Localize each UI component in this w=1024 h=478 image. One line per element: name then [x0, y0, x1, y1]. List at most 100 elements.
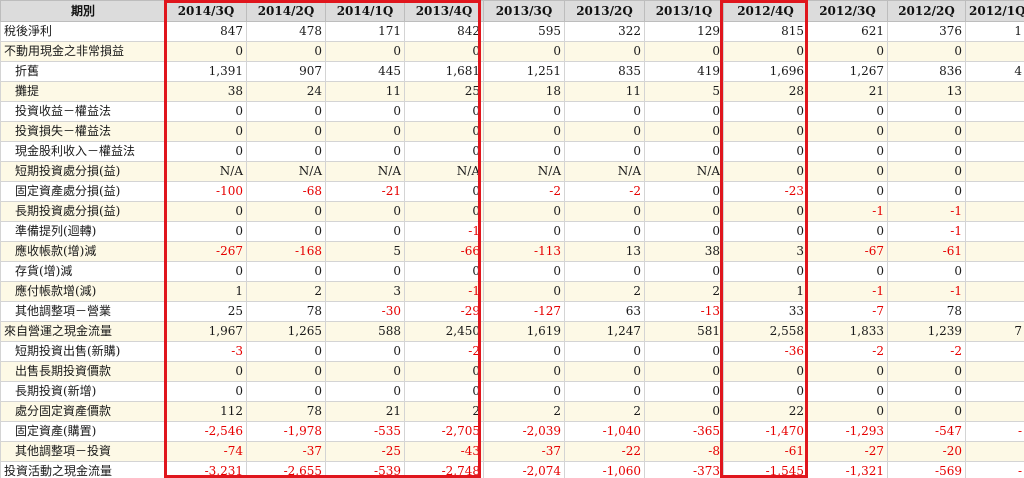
table-cell: -29: [404, 301, 484, 322]
table-row: 現金股利收入－權益法 0 0 0 0 0 0 0 0 0 0: [0, 141, 1024, 162]
table-cell: 13: [887, 81, 966, 102]
table-cell: -2: [887, 341, 966, 362]
table-cell: 0: [887, 141, 966, 162]
table-cell: 2,558: [723, 321, 808, 342]
table-cell: 2: [404, 401, 484, 422]
table-cell: -20: [887, 441, 966, 462]
table-cell: 0: [644, 181, 724, 202]
table-cell: 0: [165, 141, 247, 162]
table-cell: -1: [807, 201, 888, 222]
table-row: 稅後淨利 847 478 171 842 595 322 129 815 621 376 1: [0, 21, 1024, 42]
period-header: 2014/2Q: [246, 0, 326, 22]
table-cell: [965, 441, 1024, 462]
table-cell: -23: [723, 181, 808, 202]
table-cell: 1,696: [723, 61, 808, 82]
table-cell: 0: [807, 401, 888, 422]
table-cell: [965, 201, 1024, 222]
row-label: 稅後淨利: [0, 21, 166, 42]
table-row: 折舊 1,391 907 445 1,681 1,251 835 419 1,696 1,267 8…: [0, 61, 1024, 82]
table-cell: 129: [644, 21, 724, 42]
period-header: 2012/1Q: [965, 0, 1024, 22]
table-cell: -3: [165, 341, 247, 362]
table-cell: 847: [165, 21, 247, 42]
table-cell: -61: [887, 241, 966, 262]
table-cell: -2,546: [165, 421, 247, 442]
table-cell: 112: [165, 401, 247, 422]
table-cell: -74: [165, 441, 247, 462]
table-cell: 0: [723, 261, 808, 282]
table-cell: 1,967: [165, 321, 247, 342]
table-cell: 1: [723, 281, 808, 302]
table-cell: -547: [887, 421, 966, 442]
table-cell: 0: [483, 341, 565, 362]
table-cell: 0: [723, 221, 808, 242]
table-cell: 1,239: [887, 321, 966, 342]
table-cell: -2: [404, 341, 484, 362]
table-cell: 63: [564, 301, 645, 322]
table-cell: -127: [483, 301, 565, 322]
table-cell: 0: [246, 101, 326, 122]
table-cell: 0: [807, 381, 888, 402]
period-header: 2013/4Q: [404, 0, 484, 22]
table-cell: 0: [644, 261, 724, 282]
table-cell: 1,265: [246, 321, 326, 342]
table-cell: -: [965, 421, 1024, 442]
table-cell: 2: [564, 401, 645, 422]
table-cell: -22: [564, 441, 645, 462]
table-cell: 2: [564, 281, 645, 302]
table-cell: 0: [807, 361, 888, 382]
table-cell: -: [965, 461, 1024, 478]
table-cell: [965, 141, 1024, 162]
table-cell: -1,321: [807, 461, 888, 478]
table-cell: 0: [325, 361, 405, 382]
row-label: 固定資產處分損(益): [0, 181, 166, 202]
table-cell: 5: [644, 81, 724, 102]
table-cell: 0: [644, 221, 724, 242]
row-label: 投資收益－權益法: [0, 101, 166, 122]
period-header: 2012/4Q: [723, 0, 808, 22]
row-label: 不動用現金之非常損益: [0, 41, 166, 62]
table-cell: 419: [644, 61, 724, 82]
table-cell: 171: [325, 21, 405, 42]
table-row: 投資收益－權益法 0 0 0 0 0 0 0 0 0 0: [0, 101, 1024, 122]
table-cell: 0: [564, 341, 645, 362]
table-cell: 0: [483, 41, 565, 62]
table-row: 出售長期投資價款 0 0 0 0 0 0 0 0 0 0: [0, 361, 1024, 382]
table-row: 固定資產處分損(益) -100 -68 -21 0 -2 -2 0 -23 0 0: [0, 181, 1024, 202]
table-cell: 0: [483, 101, 565, 122]
table-cell: 0: [887, 101, 966, 122]
table-cell: 0: [887, 401, 966, 422]
row-label: 處分固定資產價款: [0, 401, 166, 422]
table-cell: [965, 101, 1024, 122]
table-cell: 0: [325, 101, 405, 122]
table-cell: -1,470: [723, 421, 808, 442]
table-cell: 0: [246, 361, 326, 382]
table-cell: 0: [325, 341, 405, 362]
table-cell: N/A: [325, 161, 405, 182]
table-cell: -2,039: [483, 421, 565, 442]
table-cell: -168: [246, 241, 326, 262]
table-cell: -8: [644, 441, 724, 462]
table-cell: 1: [965, 21, 1024, 42]
table-cell: N/A: [644, 161, 724, 182]
table-cell: 21: [807, 81, 888, 102]
table-cell: 0: [564, 361, 645, 382]
table-cell: 0: [807, 261, 888, 282]
table-cell: 0: [165, 41, 247, 62]
table-cell: [965, 301, 1024, 322]
table-cell: -21: [325, 181, 405, 202]
table-cell: 842: [404, 21, 484, 42]
table-cell: 28: [723, 81, 808, 102]
table-cell: N/A: [165, 161, 247, 182]
table-cell: [965, 341, 1024, 362]
table-cell: 0: [325, 261, 405, 282]
table-cell: 836: [887, 61, 966, 82]
table-cell: [965, 261, 1024, 282]
table-cell: 0: [644, 361, 724, 382]
table-row: 短期投資出售(新購) -3 0 0 -2 0 0 0 -36 -2 -2: [0, 341, 1024, 362]
table-cell: 0: [887, 41, 966, 62]
table-cell: 0: [807, 41, 888, 62]
row-label: 長期投資(新增): [0, 381, 166, 402]
table-cell: 0: [483, 221, 565, 242]
